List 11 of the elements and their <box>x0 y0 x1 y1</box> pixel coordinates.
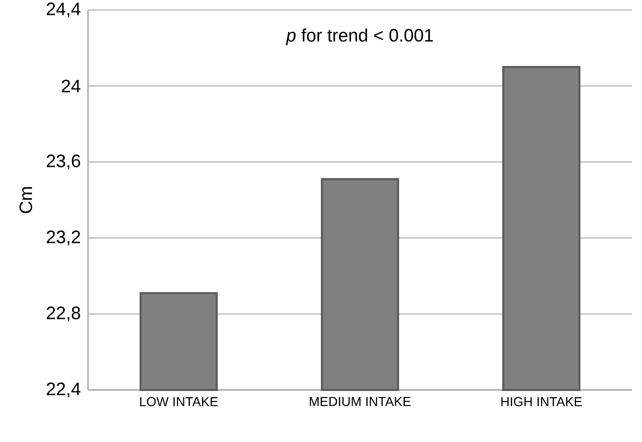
y-tick-label: 22,8 <box>46 306 80 322</box>
annotation: p for trend < 0.001 <box>286 28 433 46</box>
y-axis-title: Cm <box>19 187 32 214</box>
x-tick-label: MEDIUM INTAKE <box>310 397 411 406</box>
y-tick-label: 23,2 <box>46 230 80 246</box>
x-tick-label: HIGH INTAKE <box>501 397 582 406</box>
y-tick-label: 24 <box>62 80 80 92</box>
y-tick-label: 22,4 <box>46 382 80 398</box>
y-tick-label: 23,6 <box>46 154 80 170</box>
x-tick-label: LOW INTAKE <box>140 397 218 406</box>
y-tick-label: 24,4 <box>46 2 80 18</box>
